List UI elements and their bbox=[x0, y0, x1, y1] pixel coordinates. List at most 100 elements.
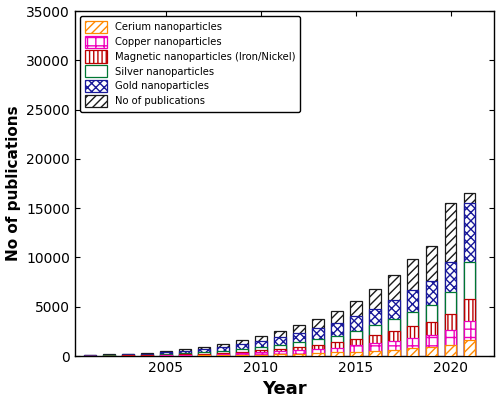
Bar bbox=[236, 340, 248, 356]
Bar bbox=[198, 349, 209, 356]
Bar bbox=[426, 281, 438, 356]
Bar bbox=[464, 203, 475, 356]
Bar bbox=[331, 311, 342, 356]
Bar bbox=[142, 353, 152, 356]
Bar bbox=[274, 337, 285, 356]
Bar bbox=[369, 343, 380, 356]
Bar bbox=[426, 335, 438, 356]
Bar bbox=[84, 355, 96, 356]
Bar bbox=[274, 331, 285, 356]
Bar bbox=[464, 194, 475, 356]
Bar bbox=[255, 352, 266, 356]
Bar bbox=[312, 353, 324, 356]
Bar bbox=[293, 326, 304, 356]
Bar bbox=[445, 345, 456, 356]
Bar bbox=[293, 342, 304, 356]
Bar bbox=[160, 355, 172, 356]
Bar bbox=[274, 349, 285, 356]
Bar bbox=[426, 322, 438, 356]
Bar bbox=[236, 351, 248, 356]
Bar bbox=[104, 354, 115, 356]
Bar bbox=[388, 349, 400, 356]
Bar bbox=[445, 314, 456, 356]
Bar bbox=[217, 344, 228, 356]
Bar bbox=[388, 331, 400, 356]
Bar bbox=[180, 354, 190, 356]
Bar bbox=[350, 345, 362, 356]
Bar bbox=[312, 349, 324, 356]
Bar bbox=[293, 347, 304, 356]
Bar bbox=[142, 355, 152, 356]
Bar bbox=[160, 354, 172, 356]
Bar bbox=[426, 246, 438, 356]
Bar bbox=[369, 351, 380, 356]
Bar bbox=[407, 259, 418, 356]
Bar bbox=[464, 299, 475, 356]
Bar bbox=[293, 354, 304, 356]
Bar bbox=[312, 319, 324, 356]
Bar bbox=[142, 355, 152, 356]
Bar bbox=[160, 351, 172, 356]
Bar bbox=[104, 355, 115, 356]
Bar bbox=[160, 352, 172, 356]
Bar bbox=[217, 351, 228, 356]
Bar bbox=[464, 262, 475, 356]
Bar bbox=[350, 316, 362, 356]
Bar bbox=[445, 262, 456, 356]
Bar bbox=[180, 355, 190, 356]
Bar bbox=[255, 347, 266, 356]
Bar bbox=[350, 339, 362, 356]
Bar bbox=[198, 355, 209, 356]
Bar bbox=[445, 330, 456, 356]
Bar bbox=[180, 349, 190, 356]
Bar bbox=[388, 319, 400, 356]
Bar bbox=[122, 354, 134, 356]
Bar bbox=[293, 350, 304, 356]
Bar bbox=[350, 301, 362, 356]
Bar bbox=[217, 355, 228, 356]
Bar bbox=[274, 354, 285, 356]
Bar bbox=[464, 340, 475, 356]
Bar bbox=[407, 338, 418, 356]
Bar bbox=[331, 323, 342, 356]
Bar bbox=[217, 347, 228, 356]
Bar bbox=[388, 275, 400, 356]
Bar bbox=[369, 309, 380, 356]
Bar bbox=[198, 354, 209, 356]
X-axis label: Year: Year bbox=[262, 381, 307, 398]
Bar bbox=[426, 305, 438, 356]
Bar bbox=[255, 341, 266, 356]
Bar bbox=[331, 347, 342, 356]
Bar bbox=[407, 311, 418, 356]
Bar bbox=[217, 353, 228, 356]
Bar bbox=[255, 350, 266, 356]
Bar bbox=[350, 351, 362, 356]
Bar bbox=[331, 336, 342, 356]
Bar bbox=[407, 348, 418, 356]
Bar bbox=[255, 336, 266, 356]
Bar bbox=[180, 354, 190, 356]
Bar bbox=[388, 300, 400, 356]
Bar bbox=[464, 320, 475, 356]
Bar bbox=[445, 292, 456, 356]
Bar bbox=[236, 349, 248, 356]
Bar bbox=[255, 355, 266, 356]
Bar bbox=[84, 355, 96, 356]
Bar bbox=[198, 352, 209, 356]
Bar bbox=[331, 342, 342, 356]
Bar bbox=[407, 290, 418, 356]
Bar bbox=[293, 333, 304, 356]
Bar bbox=[122, 354, 134, 356]
Bar bbox=[122, 355, 134, 356]
Bar bbox=[369, 335, 380, 356]
Bar bbox=[142, 354, 152, 356]
Bar bbox=[312, 328, 324, 356]
Bar bbox=[180, 351, 190, 356]
Bar bbox=[312, 339, 324, 356]
Bar bbox=[236, 355, 248, 356]
Bar bbox=[350, 331, 362, 356]
Bar bbox=[331, 352, 342, 356]
Bar bbox=[445, 203, 456, 356]
Bar bbox=[369, 326, 380, 356]
Bar bbox=[426, 347, 438, 356]
